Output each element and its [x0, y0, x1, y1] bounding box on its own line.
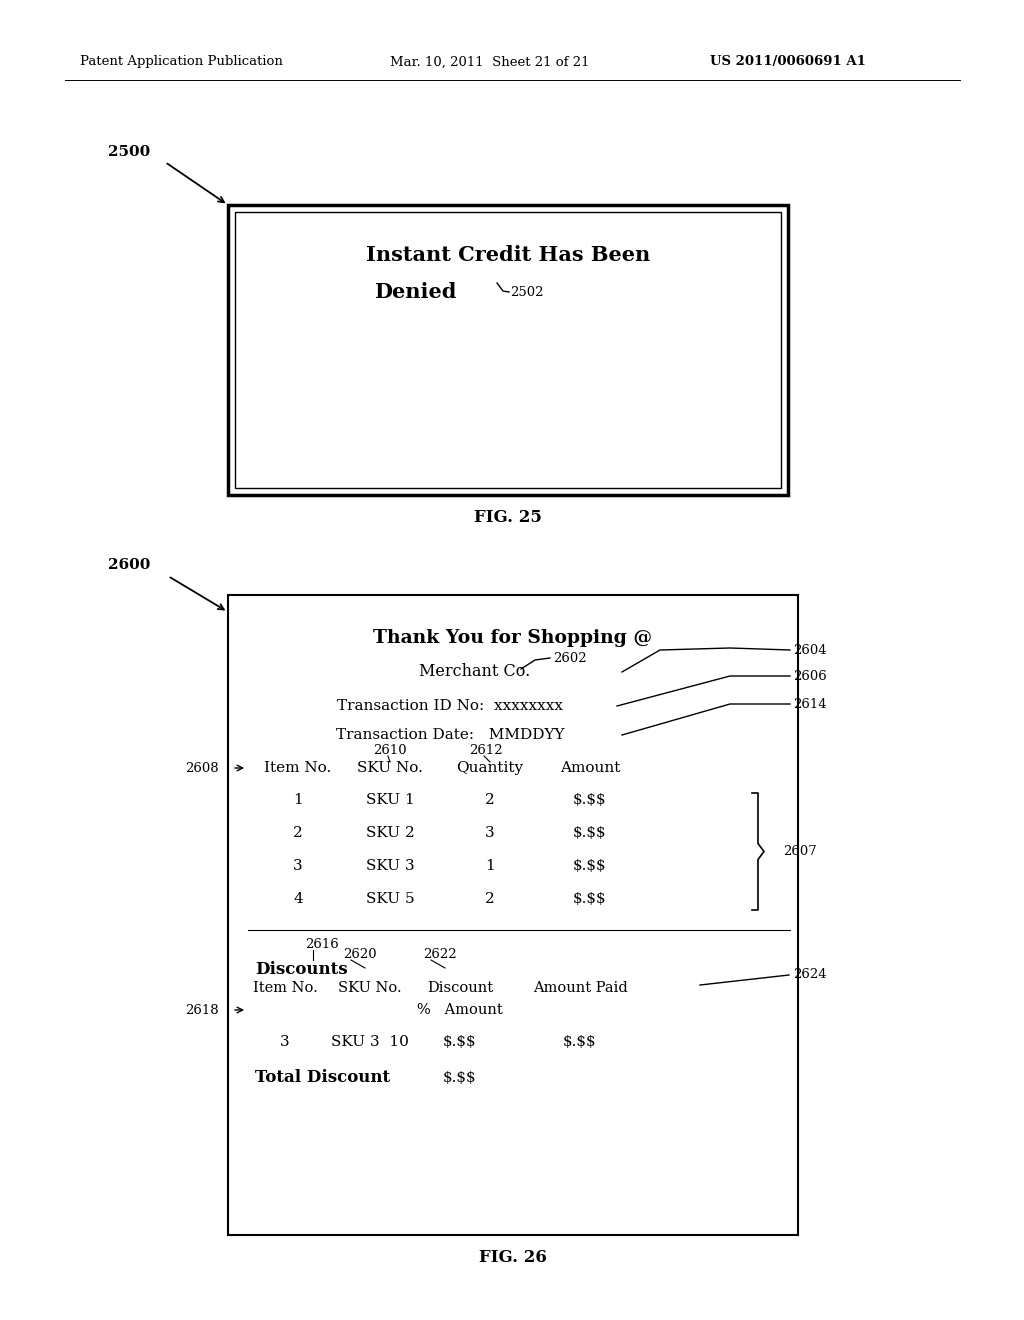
Text: Item No.: Item No. — [264, 762, 332, 775]
Bar — [234, 213, 781, 488]
Text: Quantity: Quantity — [457, 762, 523, 775]
Text: SKU No.: SKU No. — [338, 981, 401, 995]
Text: Denied: Denied — [374, 282, 456, 302]
Text: FIG. 26: FIG. 26 — [479, 1250, 547, 1266]
Text: Patent Application Publication: Patent Application Publication — [80, 55, 283, 69]
Text: Amount: Amount — [560, 762, 621, 775]
Text: 2600: 2600 — [108, 558, 151, 572]
Text: 1: 1 — [485, 859, 495, 873]
Text: 3: 3 — [485, 826, 495, 840]
Text: 2604: 2604 — [793, 644, 826, 656]
Text: 2612: 2612 — [469, 743, 503, 756]
Text: $.$$: $.$$ — [443, 1035, 477, 1049]
Text: $.$$: $.$$ — [573, 826, 607, 840]
Text: 2624: 2624 — [793, 969, 826, 982]
Text: 2608: 2608 — [185, 762, 219, 775]
Text: US 2011/0060691 A1: US 2011/0060691 A1 — [710, 55, 866, 69]
Text: Thank You for Shopping @: Thank You for Shopping @ — [374, 630, 652, 647]
Text: SKU 1: SKU 1 — [366, 793, 415, 807]
Text: 1: 1 — [293, 793, 303, 807]
Text: SKU No.: SKU No. — [357, 762, 423, 775]
Text: %   Amount: % Amount — [417, 1003, 503, 1016]
Text: 4: 4 — [293, 892, 303, 906]
Text: 2622: 2622 — [423, 949, 457, 961]
Text: Instant Credit Has Been: Instant Credit Has Been — [366, 246, 650, 265]
Text: 2: 2 — [293, 826, 303, 840]
Text: 2500: 2500 — [108, 145, 151, 158]
Text: 2620: 2620 — [343, 949, 377, 961]
Text: Transaction ID No:  xxxxxxxx: Transaction ID No: xxxxxxxx — [337, 700, 563, 713]
Text: 2614: 2614 — [793, 697, 826, 710]
Text: Merchant Co.: Merchant Co. — [420, 664, 530, 681]
Text: 2502: 2502 — [510, 285, 544, 298]
Text: 2: 2 — [485, 892, 495, 906]
Text: SKU 3: SKU 3 — [366, 859, 415, 873]
Text: SKU 3  10: SKU 3 10 — [331, 1035, 409, 1049]
Text: 2606: 2606 — [793, 669, 826, 682]
Text: $.$$: $.$$ — [563, 1035, 597, 1049]
Text: 2602: 2602 — [553, 652, 587, 664]
Text: Discount: Discount — [427, 981, 494, 995]
Text: SKU 2: SKU 2 — [366, 826, 415, 840]
Text: Mar. 10, 2011  Sheet 21 of 21: Mar. 10, 2011 Sheet 21 of 21 — [390, 55, 590, 69]
Text: Transaction Date:   MMDDYY: Transaction Date: MMDDYY — [336, 729, 564, 742]
Text: $.$$: $.$$ — [573, 793, 607, 807]
Text: 2610: 2610 — [373, 743, 407, 756]
Text: $.$$: $.$$ — [443, 1071, 477, 1085]
Bar — [228, 595, 798, 1236]
Text: 3: 3 — [293, 859, 303, 873]
Text: 2: 2 — [485, 793, 495, 807]
Text: 2618: 2618 — [185, 1003, 219, 1016]
Text: Amount Paid: Amount Paid — [532, 981, 628, 995]
Text: 2616: 2616 — [305, 939, 339, 952]
Text: 3: 3 — [281, 1035, 290, 1049]
Text: SKU 5: SKU 5 — [366, 892, 415, 906]
Text: Item No.: Item No. — [253, 981, 317, 995]
Text: FIG. 25: FIG. 25 — [474, 510, 542, 527]
Text: Total Discount: Total Discount — [255, 1069, 390, 1086]
Text: $.$$: $.$$ — [573, 892, 607, 906]
Text: Discounts: Discounts — [255, 961, 347, 978]
Text: 2607: 2607 — [783, 845, 817, 858]
Text: $.$$: $.$$ — [573, 859, 607, 873]
Bar — [228, 205, 788, 495]
